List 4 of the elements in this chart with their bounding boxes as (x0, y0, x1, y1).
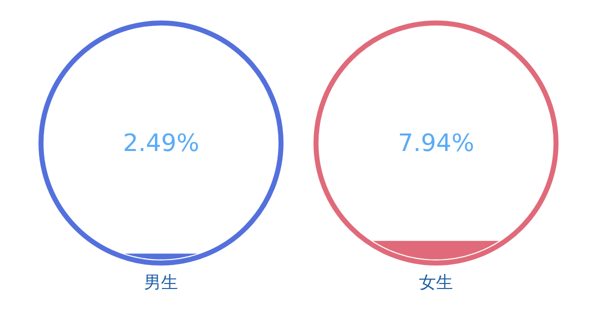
category-label: 女生 (419, 273, 453, 293)
category-label: 男生 (144, 273, 178, 293)
data-label: 7.94% (398, 129, 474, 157)
data-label: 2.49% (123, 129, 200, 157)
